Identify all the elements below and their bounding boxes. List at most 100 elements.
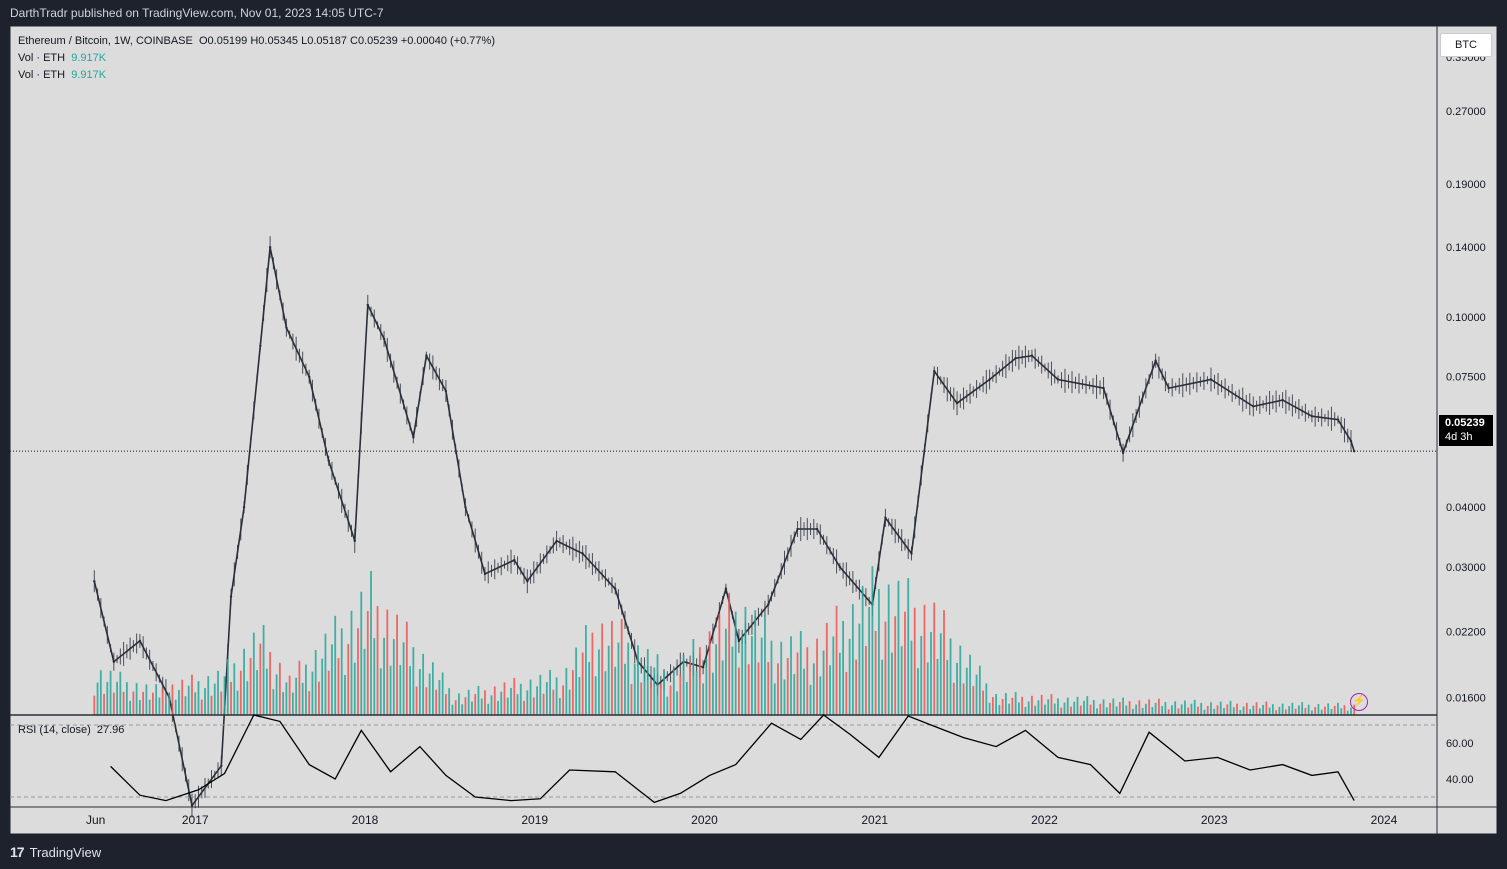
volume-bar — [441, 672, 444, 715]
volume-bar — [217, 670, 219, 715]
volume-bar — [588, 662, 591, 715]
volume-bar — [1092, 700, 1095, 715]
currency-button[interactable]: BTC — [1440, 33, 1492, 57]
volume-bar — [370, 571, 372, 715]
volume-bar — [995, 694, 998, 715]
volume-bar — [1242, 706, 1245, 715]
volume-bar — [497, 700, 499, 715]
price-point — [1121, 451, 1125, 454]
volume-bar — [757, 662, 760, 715]
volume-bar — [412, 647, 415, 715]
volume-bar — [1099, 703, 1102, 715]
volume-bar — [874, 630, 877, 715]
volume-bar — [526, 690, 529, 715]
price-point — [268, 245, 272, 249]
volume-bar — [1167, 709, 1170, 715]
volume-bar — [926, 662, 929, 715]
volume-bar — [760, 637, 763, 715]
volume-bar — [838, 652, 841, 715]
volume-bar — [357, 628, 359, 715]
volume-bar — [474, 693, 477, 715]
rsi-legend[interactable]: RSI (14, close) 27.96 — [18, 724, 124, 736]
volume-bar — [884, 621, 887, 715]
price-series-line — [93, 247, 1355, 808]
volume-bar — [142, 691, 145, 715]
volume-bar — [1164, 702, 1167, 715]
volume-bar — [239, 670, 242, 715]
volume-bar — [864, 646, 867, 715]
volume-bar — [978, 665, 981, 715]
volume-legend-2[interactable]: Vol · ETH 9.917K — [18, 69, 106, 81]
volume-bar — [1060, 707, 1063, 715]
price-point — [425, 354, 428, 357]
volume-bar — [295, 677, 298, 715]
volume-bar — [949, 638, 952, 715]
volume-bar — [796, 652, 799, 715]
volume-bar — [571, 670, 574, 715]
price-point — [1209, 378, 1213, 381]
price-point — [1167, 386, 1170, 390]
volume-bar — [972, 686, 975, 715]
volume-bar — [278, 662, 281, 715]
volume-bar — [213, 683, 216, 715]
volume-bar — [298, 660, 301, 715]
volume-bar — [425, 687, 428, 715]
volume-bar — [1171, 705, 1173, 715]
volume-bar — [282, 692, 285, 715]
volume-bar — [1281, 703, 1284, 715]
chart-panel[interactable]: 0.350000.270000.190000.140000.100000.075… — [10, 26, 1497, 834]
volume-bar — [773, 683, 776, 715]
price-point — [910, 552, 913, 555]
symbol-legend[interactable]: Ethereum / Bitcoin, 1W, COINBASE O0.0519… — [18, 35, 495, 47]
volume-bar — [946, 659, 949, 715]
volume-bar — [1245, 702, 1248, 715]
volume-bar — [1177, 708, 1180, 715]
volume-bar — [1053, 703, 1056, 715]
volume-bar — [1262, 704, 1264, 715]
volume-bar — [630, 683, 633, 715]
volume-bar — [1268, 707, 1271, 715]
price-point — [513, 558, 516, 562]
price-point — [815, 527, 819, 531]
price-point — [1154, 359, 1157, 362]
volume-bar — [624, 663, 626, 715]
volume-bar — [1148, 699, 1151, 715]
volume-bar — [272, 689, 275, 715]
volume-bar — [669, 685, 672, 715]
volume-value-2: 9.917K — [71, 69, 107, 81]
price-point — [1102, 386, 1105, 390]
volume-bar — [734, 611, 737, 715]
volume-bar — [383, 637, 385, 715]
last-price-value: 0.05239 — [1445, 417, 1485, 429]
volume-bar — [1320, 709, 1323, 715]
volume-bar — [1102, 699, 1105, 715]
volume-bar — [1128, 701, 1131, 715]
volume-bar — [529, 679, 532, 715]
rsi-plot — [10, 714, 1437, 804]
bar-countdown: 4d 3h — [1445, 431, 1473, 443]
flash-icon[interactable]: ⚡ — [1350, 693, 1368, 711]
volume-bar — [161, 688, 164, 715]
price-point — [767, 603, 770, 606]
volume-bar — [650, 682, 652, 715]
price-point — [526, 580, 529, 583]
volume-legend[interactable]: Vol · ETH 9.917K — [18, 52, 106, 64]
time-tick-label: 2019 — [521, 813, 548, 827]
volume-bar — [825, 622, 828, 715]
volume-bar — [448, 688, 451, 715]
volume-bar — [1118, 701, 1121, 715]
volume-bar — [855, 659, 858, 715]
volume-bar — [751, 636, 753, 715]
volume-bar — [223, 676, 226, 715]
volume-bar — [184, 696, 187, 715]
volume-bar — [1346, 710, 1349, 715]
volume-bar — [803, 668, 805, 715]
volume-bar — [519, 683, 522, 715]
volume-bar — [1115, 706, 1118, 715]
time-tick-label: 2018 — [352, 813, 379, 827]
volume-bar — [695, 670, 698, 715]
volume-bar — [1219, 701, 1222, 715]
volume-bar — [493, 686, 496, 715]
price-tick-label: 0.04000 — [1446, 502, 1486, 514]
volume-bar — [682, 655, 685, 715]
